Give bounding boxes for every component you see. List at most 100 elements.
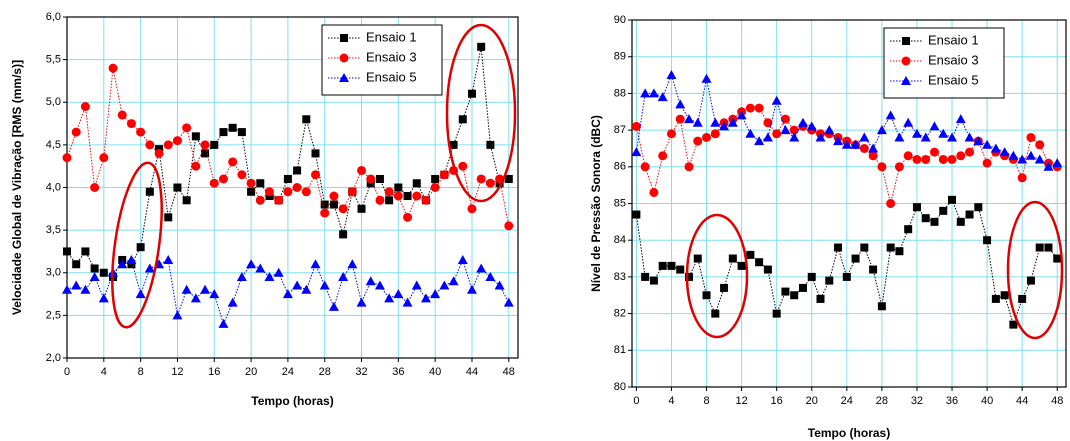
y-tick-label: 3,5 bbox=[46, 224, 61, 236]
marker bbox=[145, 187, 154, 196]
x-tick-label: 16 bbox=[771, 395, 783, 407]
marker bbox=[320, 200, 329, 209]
marker bbox=[476, 174, 486, 184]
marker bbox=[965, 210, 974, 219]
marker bbox=[1000, 291, 1009, 300]
marker bbox=[273, 267, 284, 277]
marker bbox=[762, 132, 773, 142]
marker bbox=[135, 289, 146, 299]
y-tick-label: 85 bbox=[614, 197, 626, 209]
x-tick-label: 36 bbox=[946, 395, 958, 407]
marker bbox=[136, 243, 145, 252]
marker bbox=[676, 265, 685, 274]
marker bbox=[948, 195, 957, 204]
marker bbox=[816, 294, 825, 303]
marker bbox=[798, 283, 807, 292]
marker bbox=[693, 254, 702, 263]
marker bbox=[412, 179, 421, 188]
x-tick-label: 28 bbox=[876, 395, 888, 407]
marker bbox=[746, 250, 755, 259]
marker bbox=[218, 318, 229, 328]
marker bbox=[702, 132, 712, 142]
marker bbox=[675, 99, 686, 109]
annotations bbox=[111, 23, 1064, 340]
x-tick-label: 24 bbox=[282, 366, 294, 378]
marker bbox=[246, 259, 257, 269]
marker bbox=[191, 132, 200, 141]
marker bbox=[89, 272, 100, 282]
marker bbox=[983, 236, 992, 245]
marker bbox=[1026, 276, 1035, 285]
marker bbox=[136, 127, 146, 137]
marker bbox=[640, 88, 651, 98]
marker bbox=[99, 268, 108, 277]
marker bbox=[720, 283, 729, 292]
marker bbox=[772, 129, 782, 139]
marker bbox=[658, 261, 667, 270]
marker bbox=[877, 302, 886, 311]
marker bbox=[292, 280, 303, 290]
marker bbox=[938, 128, 949, 138]
marker bbox=[894, 132, 905, 142]
marker bbox=[754, 103, 764, 113]
x-tick-label: 8 bbox=[703, 395, 709, 407]
marker bbox=[649, 276, 658, 285]
x-tick-label: 0 bbox=[633, 395, 639, 407]
marker bbox=[256, 179, 265, 188]
marker bbox=[702, 291, 711, 300]
marker bbox=[930, 217, 939, 226]
marker bbox=[991, 294, 1000, 303]
marker bbox=[921, 154, 931, 164]
marker bbox=[719, 121, 730, 131]
x-tick-label: 44 bbox=[466, 366, 478, 378]
x-tick-label: 48 bbox=[503, 366, 515, 378]
marker bbox=[228, 123, 237, 132]
y-tick-label: 5,5 bbox=[46, 54, 61, 66]
marker bbox=[974, 203, 983, 212]
marker bbox=[745, 103, 755, 113]
marker bbox=[458, 161, 468, 171]
marker bbox=[357, 204, 366, 213]
marker bbox=[329, 200, 338, 209]
marker bbox=[755, 258, 764, 267]
marker bbox=[728, 254, 737, 263]
marker bbox=[807, 272, 816, 281]
marker bbox=[640, 162, 650, 172]
legend-label: Ensaio 5 bbox=[366, 69, 417, 84]
marker bbox=[789, 125, 799, 135]
x-tick-label: 12 bbox=[735, 395, 747, 407]
marker bbox=[172, 136, 182, 146]
legend-marker bbox=[340, 34, 348, 42]
x-tick-label: 32 bbox=[355, 366, 367, 378]
marker bbox=[293, 166, 302, 175]
marker bbox=[780, 114, 790, 124]
marker bbox=[98, 293, 109, 303]
x-tick-label: 0 bbox=[64, 366, 70, 378]
marker bbox=[182, 123, 192, 133]
marker bbox=[920, 132, 931, 142]
marker bbox=[117, 259, 128, 269]
marker bbox=[710, 117, 721, 127]
marker bbox=[693, 136, 703, 146]
marker bbox=[402, 297, 413, 307]
marker bbox=[667, 261, 676, 270]
y-tick-label: 6,0 bbox=[46, 11, 61, 23]
marker bbox=[684, 272, 693, 281]
marker bbox=[430, 183, 440, 192]
marker bbox=[736, 110, 747, 120]
marker bbox=[403, 192, 412, 201]
highlight-ellipse bbox=[445, 23, 517, 203]
marker bbox=[1035, 140, 1045, 150]
x-tick-label: 20 bbox=[245, 366, 257, 378]
marker bbox=[701, 73, 712, 83]
legend-marker bbox=[339, 53, 349, 63]
marker bbox=[772, 309, 781, 318]
x-tick-label: 40 bbox=[429, 366, 441, 378]
marker bbox=[649, 187, 659, 197]
x-tick-label: 24 bbox=[841, 395, 853, 407]
marker bbox=[1053, 254, 1062, 263]
marker bbox=[181, 284, 192, 294]
marker bbox=[218, 174, 228, 184]
legend-label: Ensaio 1 bbox=[928, 32, 979, 47]
